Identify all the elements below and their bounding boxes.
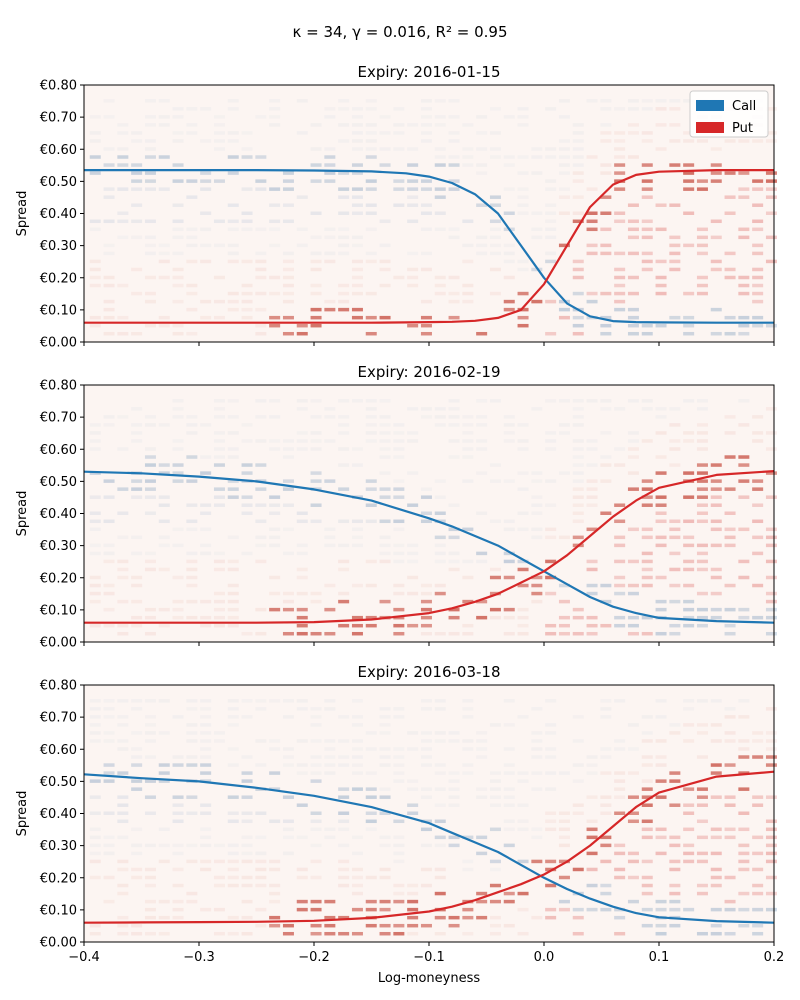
y-tick-label: €0.30 [40,539,77,554]
y-axis: €0.00 €0.10 €0.20 €0.30 €0.40 €0.50 €0.60 €0.70… [40,379,84,651]
suptitle: κ = 34, γ = 0.016, R² = 0.95 [293,23,508,41]
y-tick-label: €0.60 [40,443,77,458]
plot-frame [83,384,775,643]
y-tick-label: €0.70 [40,711,77,726]
y-tick-label: €0.20 [40,871,77,886]
x-tick-label: 0.0 [534,950,555,965]
x-axis: −0.4 −0.3 −0.2 −0.1 0.0 0.1 0.2 [68,942,784,965]
legend-label: Put [732,121,753,136]
y-tick-label: €0.60 [40,143,77,158]
density-texture [89,99,777,336]
y-tick-label: €0.60 [40,743,77,758]
y-axis: €0.00 €0.10 €0.20 €0.30 €0.40 €0.50 €0.60 €0.70… [40,679,84,951]
series-line-call [83,773,775,924]
y-axis-label: Spread [15,791,30,837]
panel-1: Expiry: 2016-01-15€0.00€0.10€0.20€0.30€0… [15,63,777,351]
x-tick-label: −0.1 [413,950,445,965]
y-tick-label: €0.40 [40,807,77,822]
y-axis-label: Spread [15,491,30,537]
y-tick-label: €0.40 [40,207,77,222]
y-tick-label: €0.20 [40,571,77,586]
y-tick-label: €0.30 [40,839,77,854]
y-tick-label: €0.50 [40,175,77,190]
panel-3: Expiry: 2016-03-18€0.00€0.10€0.20€0.30€0… [15,663,784,986]
plot-background [84,385,774,642]
legend-swatch-call [696,100,724,111]
series-line-call [84,169,774,324]
y-tick-label: €0.40 [40,507,77,522]
y-tick-label: €0.00 [40,336,77,351]
y-tick-label: €0.80 [40,379,77,394]
y-tick-label: €0.70 [40,111,77,126]
plot-frame [83,684,775,943]
y-axis: €0.00 €0.10 €0.20 €0.30 €0.40 €0.50 €0.60 €0.70… [40,79,84,351]
y-tick-label: €0.50 [40,475,77,490]
series-line-put [83,770,775,924]
x-tick-label: −0.3 [183,950,215,965]
x-tick-label: 0.1 [649,950,670,965]
y-tick-label: €0.10 [40,903,77,918]
y-axis-label: Spread [15,191,30,237]
x-tick-label: −0.4 [68,950,100,965]
legend: Call Put [689,90,769,138]
y-tick-label: €0.10 [40,603,77,618]
panel-2: Expiry: 2016-02-19€0.00€0.10€0.20€0.30€0… [15,363,777,651]
y-tick-label: €0.20 [40,271,77,286]
plot-background [84,685,774,942]
legend-label: Call [732,99,756,114]
x-axis-label: Log-moneyness [378,971,480,986]
density-texture [89,399,777,636]
x-tick-label: −0.2 [298,950,330,965]
panel-title: Expiry: 2016-03-18 [358,663,501,681]
y-tick-label: €0.00 [40,936,77,951]
x-axis [83,342,775,346]
y-tick-label: €0.30 [40,239,77,254]
y-tick-label: €0.80 [40,79,77,94]
panel-title: Expiry: 2016-02-19 [358,363,501,381]
x-axis [83,642,775,646]
density-texture [89,699,777,936]
plot-background [84,85,774,342]
y-tick-label: €0.10 [40,303,77,318]
panel-title: Expiry: 2016-01-15 [358,63,501,81]
y-tick-label: €0.80 [40,679,77,694]
series-line-put [84,470,775,624]
plot-frame [83,84,775,343]
y-tick-label: €0.00 [40,636,77,651]
legend-swatch-put [696,122,724,133]
y-tick-label: €0.50 [40,775,77,790]
series-line-call [83,470,775,624]
x-tick-label: 0.2 [764,950,785,965]
y-tick-label: €0.70 [40,411,77,426]
series-line-put [84,169,774,324]
